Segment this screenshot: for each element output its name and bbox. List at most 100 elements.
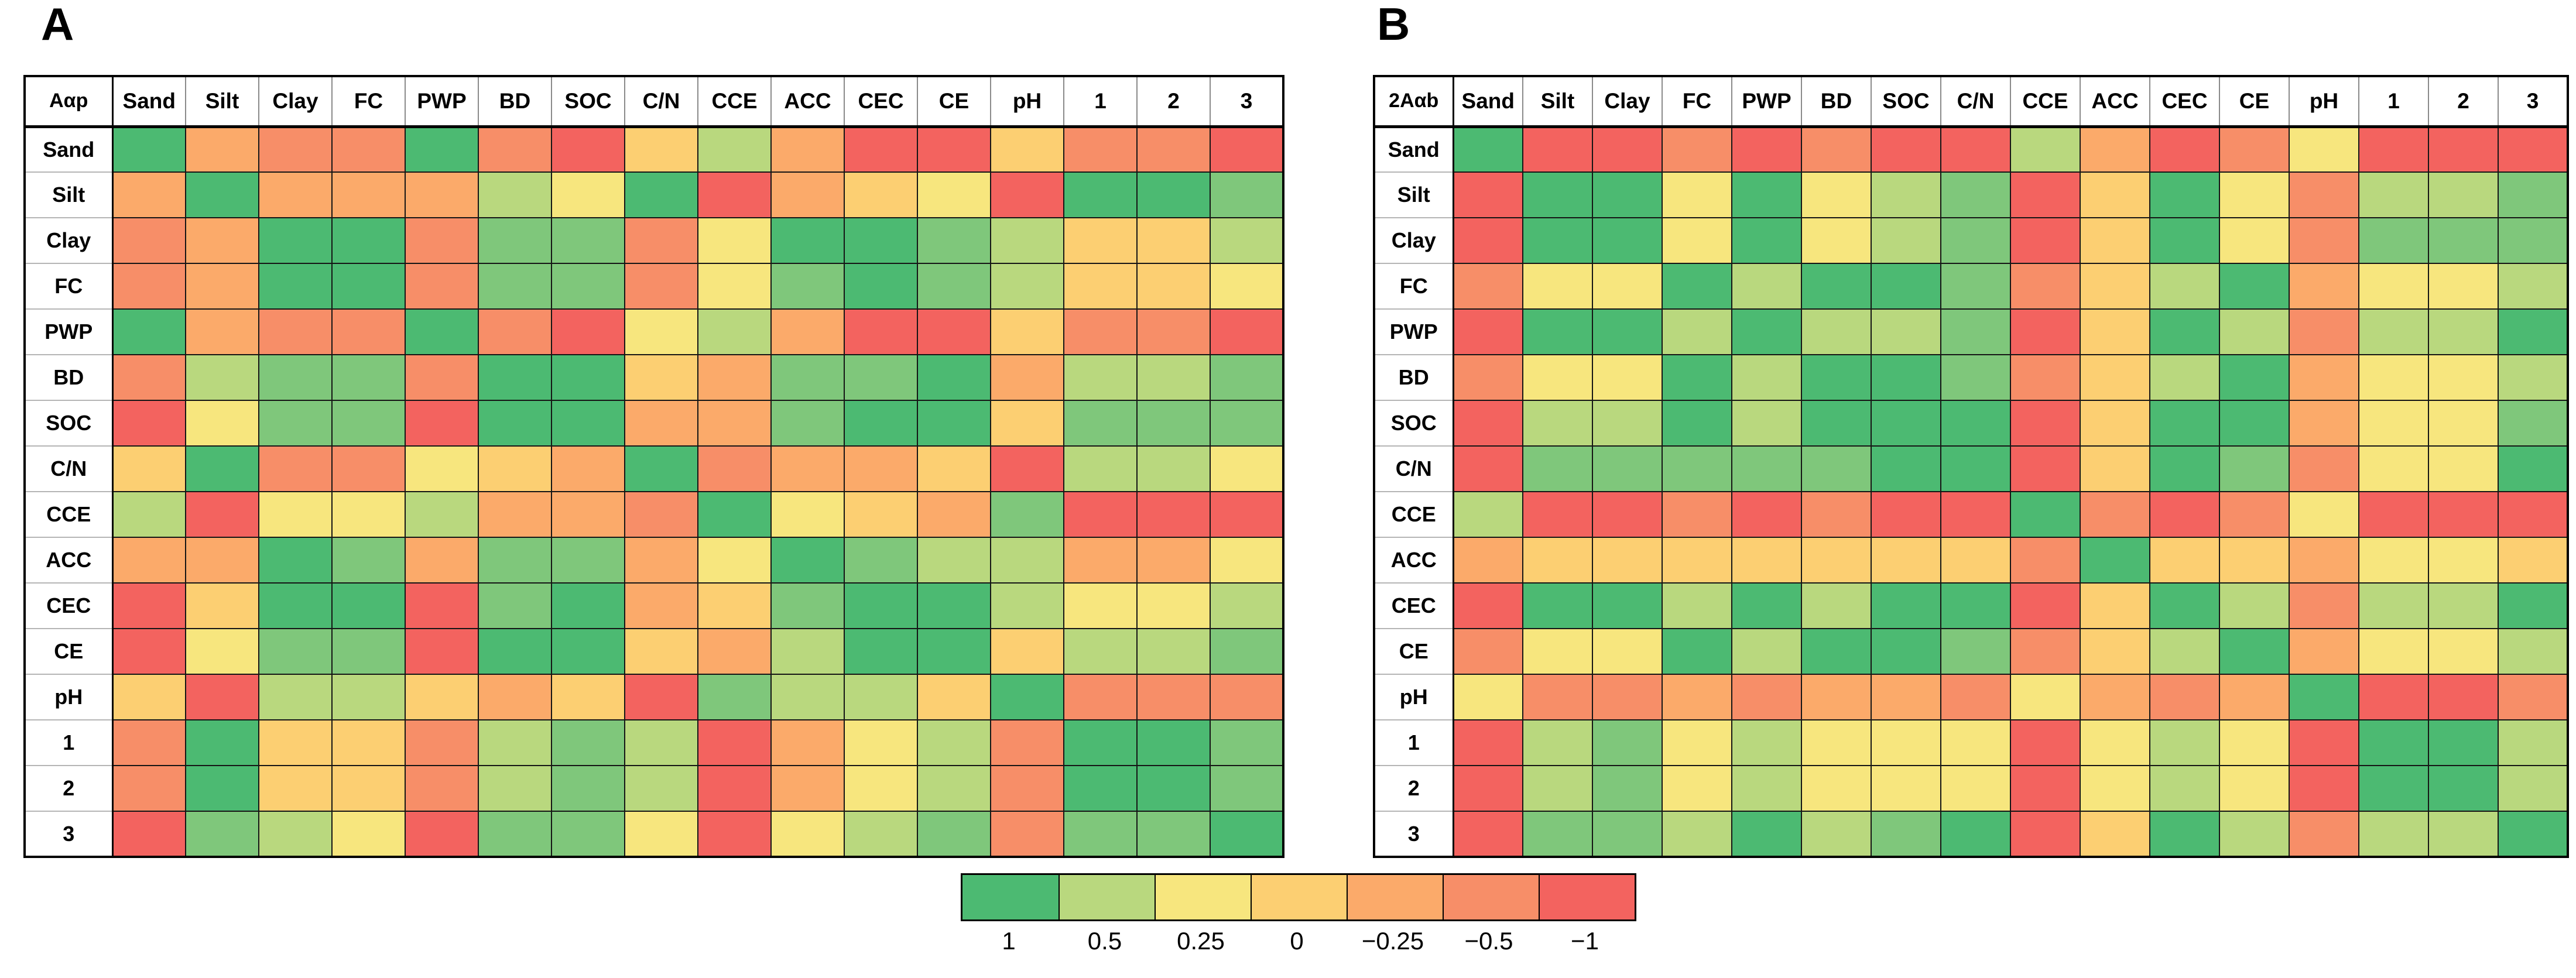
heatmap-cell <box>331 765 406 812</box>
heatmap-cell <box>1063 537 1138 584</box>
legend-label: 0 <box>1290 927 1304 955</box>
heatmap-cell <box>624 400 698 447</box>
heatmap-cell <box>551 491 625 538</box>
legend-swatch <box>1347 875 1443 919</box>
heatmap-cell <box>624 719 698 766</box>
heatmap-cell <box>2358 719 2429 766</box>
heatmap-cell <box>917 445 991 492</box>
panel-a-title: A <box>41 0 74 50</box>
heatmap-cell <box>2080 674 2150 720</box>
heatmap-cell <box>844 263 918 310</box>
heatmap-cell <box>1662 811 1732 857</box>
col-header: PWP <box>405 76 479 128</box>
heatmap-cell <box>2428 811 2499 857</box>
heatmap-cell <box>1871 765 1941 812</box>
heatmap-cell <box>1662 674 1732 720</box>
heatmap-cell <box>1662 400 1732 447</box>
heatmap-cell <box>1940 628 2011 675</box>
heatmap-cell <box>2498 217 2568 264</box>
corner-label: 2Aαb <box>1373 76 1454 128</box>
heatmap-cell <box>1662 171 1732 218</box>
heatmap-cell <box>2289 171 2359 218</box>
heatmap-cell <box>258 537 333 584</box>
heatmap-cell <box>2498 582 2568 629</box>
heatmap-cell <box>478 719 552 766</box>
heatmap-cell <box>1662 491 1732 538</box>
heatmap-cell <box>1871 445 1941 492</box>
heatmap-cell <box>2358 811 2429 857</box>
heatmap-cell <box>1136 171 1211 218</box>
heatmap-cell <box>2010 308 2081 355</box>
heatmap-cell <box>2080 308 2150 355</box>
heatmap-cell <box>1210 126 1284 173</box>
heatmap-cell <box>2498 765 2568 812</box>
heatmap-cell <box>1453 765 1523 812</box>
heatmap-cell <box>331 628 406 675</box>
heatmap-cell <box>2289 445 2359 492</box>
heatmap-cell <box>770 674 845 720</box>
heatmap-cell <box>185 171 259 218</box>
heatmap-cell <box>770 171 845 218</box>
row-header: pH <box>24 674 114 720</box>
heatmap-cell <box>1522 491 1593 538</box>
heatmap-cell <box>1453 582 1523 629</box>
heatmap-cell <box>1136 126 1211 173</box>
heatmap-cell <box>258 582 333 629</box>
heatmap-cell <box>185 354 259 401</box>
row-header: PWP <box>24 308 114 355</box>
heatmap-cell <box>1731 171 1802 218</box>
heatmap-cell <box>1592 308 1663 355</box>
heatmap-cell <box>1731 674 1802 720</box>
col-header: CCE <box>697 76 772 128</box>
heatmap-cell <box>331 491 406 538</box>
heatmap-cell <box>1731 126 1802 173</box>
heatmap-cell <box>2358 537 2429 584</box>
heatmap-cell <box>1731 537 1802 584</box>
heatmap-cell <box>1522 811 1593 857</box>
heatmap-cell <box>770 354 845 401</box>
heatmap-cell <box>2289 217 2359 264</box>
heatmap-cell <box>1592 217 1663 264</box>
heatmap-cell <box>112 811 186 857</box>
heatmap-cell <box>1522 217 1593 264</box>
heatmap-cell <box>1522 445 1593 492</box>
heatmap-cell <box>2080 217 2150 264</box>
heatmap-cell <box>405 171 479 218</box>
heatmap-cell <box>1136 537 1211 584</box>
heatmap-cell <box>1522 537 1593 584</box>
heatmap-cell <box>1940 308 2011 355</box>
heatmap-cell <box>624 582 698 629</box>
heatmap-cell <box>1662 126 1732 173</box>
heatmap-cell <box>990 537 1064 584</box>
row-header: BD <box>1373 354 1454 401</box>
heatmap-cell <box>1871 719 1941 766</box>
heatmap-cell <box>2080 628 2150 675</box>
heatmap-cell <box>770 400 845 447</box>
heatmap-cell <box>1592 765 1663 812</box>
panel-b-title: B <box>1377 0 1410 50</box>
heatmap-cell <box>1731 217 1802 264</box>
heatmap-cell <box>2149 217 2220 264</box>
heatmap-cell <box>990 126 1064 173</box>
row-header: CE <box>1373 628 1454 675</box>
row-header: PWP <box>1373 308 1454 355</box>
heatmap-cell <box>2428 217 2499 264</box>
heatmap-cell <box>770 445 845 492</box>
heatmap-cell <box>770 765 845 812</box>
heatmap-cell <box>770 719 845 766</box>
heatmap-cell <box>2219 582 2290 629</box>
heatmap-cell <box>2149 628 2220 675</box>
heatmap-cell <box>1940 765 2011 812</box>
heatmap-cell <box>844 445 918 492</box>
heatmap-cell <box>1136 491 1211 538</box>
heatmap-cell <box>2428 126 2499 173</box>
heatmap-cell <box>2428 765 2499 812</box>
heatmap-cell <box>1210 765 1284 812</box>
col-header: CE <box>2219 76 2290 128</box>
col-header: Clay <box>258 76 333 128</box>
heatmap-cell <box>258 126 333 173</box>
heatmap-cell <box>1731 582 1802 629</box>
col-header: SOC <box>1871 76 1941 128</box>
heatmap-cell <box>1136 628 1211 675</box>
